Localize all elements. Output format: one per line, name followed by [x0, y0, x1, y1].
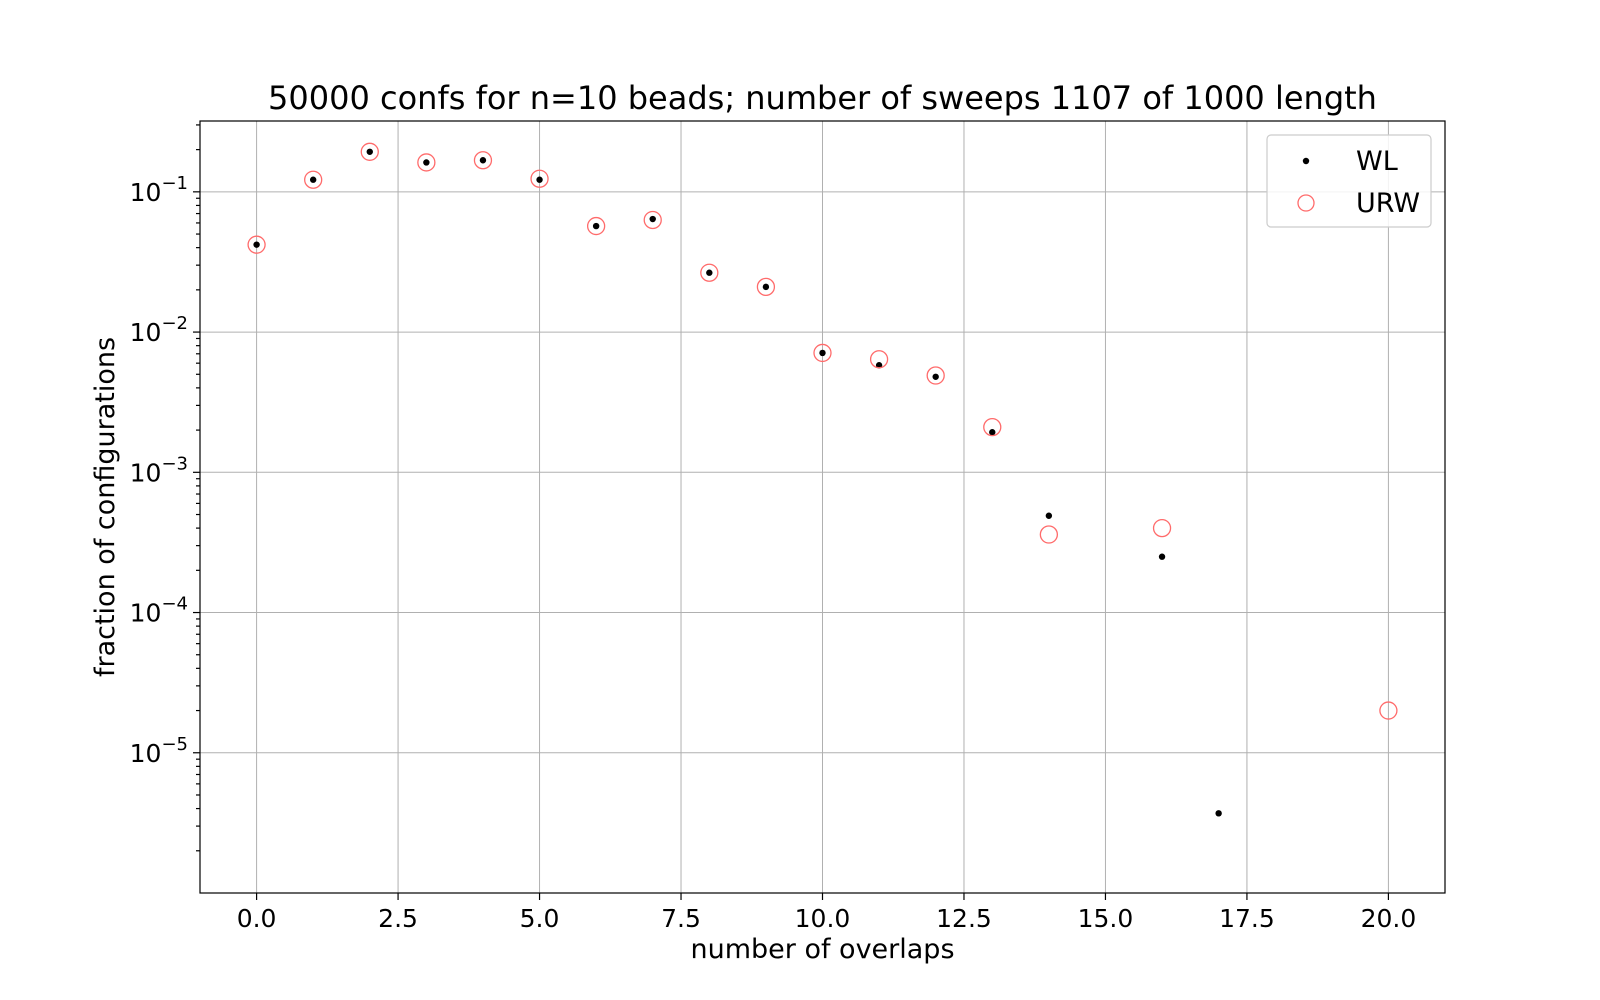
wl-point — [875, 362, 883, 369]
x-tick-label: 17.5 — [1219, 904, 1275, 933]
y-tick-label: 10−1 — [130, 173, 188, 207]
legend-urw-marker — [1297, 194, 1315, 212]
x-tick-label: 10.0 — [795, 904, 851, 933]
x-tick-label: 20.0 — [1361, 904, 1417, 933]
wl-point — [366, 148, 373, 155]
wl-point — [536, 176, 543, 183]
legend-wl-label: WL — [1356, 146, 1398, 177]
grid — [200, 121, 1445, 893]
wl-point — [989, 429, 996, 436]
urw-point — [530, 169, 549, 188]
urw-point — [926, 366, 945, 385]
wl-point — [253, 241, 260, 248]
urw-point — [1039, 525, 1059, 544]
chart-title: 50000 confs for n=10 beads; number of sw… — [268, 79, 1377, 117]
x-tick-label: 0.0 — [237, 904, 277, 933]
x-tick-label: 7.5 — [661, 904, 701, 933]
urw-point — [1379, 701, 1398, 720]
wl-point — [479, 157, 487, 164]
wl-point — [1045, 512, 1053, 519]
urw-point — [586, 216, 606, 236]
urw-point — [700, 263, 719, 282]
x-axis-label: number of overlaps — [690, 934, 954, 965]
wl-point — [1215, 810, 1222, 817]
x-tick-label: 2.5 — [378, 904, 418, 933]
urw-point — [756, 277, 776, 297]
legend-box — [1266, 134, 1432, 228]
wl-point — [706, 269, 713, 276]
y-tick-label: 10−2 — [130, 313, 188, 347]
wl-point — [592, 222, 600, 230]
legend-urw-label: URW — [1356, 188, 1420, 219]
urw-point — [643, 210, 662, 230]
wl-point — [932, 373, 939, 380]
urw-point — [417, 153, 436, 172]
x-tick-label: 5.0 — [520, 904, 560, 933]
y-tick-label: 10−3 — [130, 453, 188, 487]
y-axis-label: fraction of configurations — [90, 337, 121, 677]
urw-point — [360, 142, 379, 161]
wl-point — [309, 176, 317, 183]
wl-point — [423, 159, 430, 166]
y-tick-label: 10−5 — [130, 734, 188, 768]
wl-point — [819, 349, 826, 357]
legend: WL URW — [1266, 134, 1432, 228]
urw-point — [983, 417, 1002, 437]
urw-point — [1152, 518, 1172, 538]
wl-point — [762, 283, 770, 291]
x-tick-label: 15.0 — [1078, 904, 1134, 933]
plot-area-frame — [199, 120, 1446, 894]
urw-point — [247, 235, 266, 254]
wl-point — [1158, 553, 1166, 560]
legend-wl-marker — [1302, 157, 1310, 165]
wl-point — [649, 215, 656, 223]
urw-point — [304, 170, 323, 189]
axis-ticks: 0.0 2.5 5.0 7.5 10.0 12.5 15.0 17.5 20.0 10−5 10−4… — [130, 124, 1417, 933]
data-points — [247, 142, 1398, 817]
x-tick-label: 12.5 — [936, 904, 992, 933]
y-tick-label: 10−4 — [130, 594, 188, 628]
urw-point — [813, 343, 832, 363]
urw-point — [473, 151, 493, 170]
urw-point — [869, 350, 889, 369]
